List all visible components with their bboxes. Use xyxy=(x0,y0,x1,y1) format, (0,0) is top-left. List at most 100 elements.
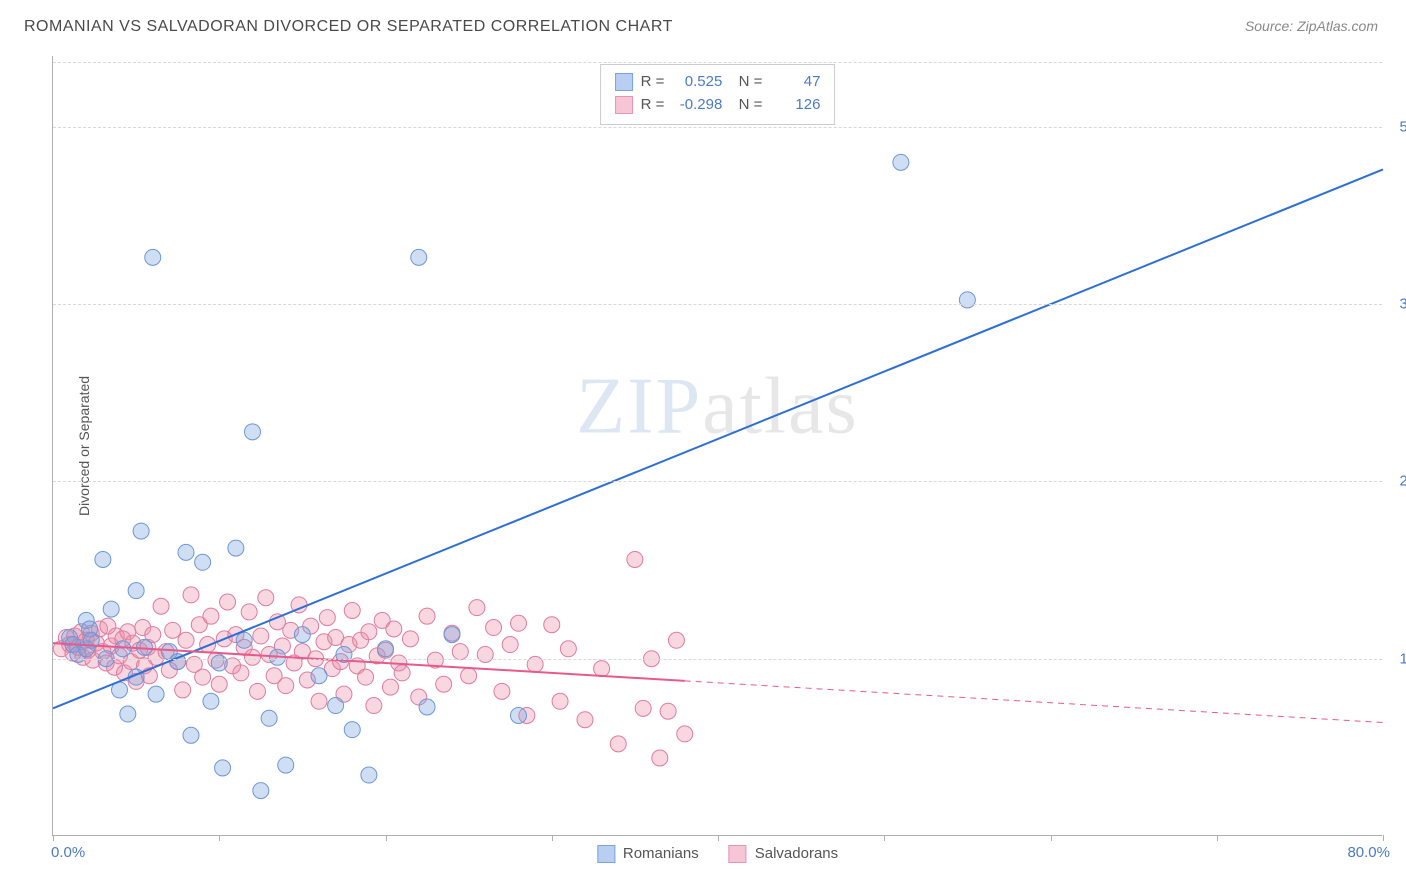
data-point xyxy=(627,551,643,567)
gridline xyxy=(53,127,1382,128)
data-point xyxy=(153,598,169,614)
data-point xyxy=(419,699,435,715)
legend-label-salvadorans: Salvadorans xyxy=(755,845,838,862)
data-point xyxy=(311,693,327,709)
data-point xyxy=(610,736,626,752)
x-max-label: 80.0% xyxy=(1347,844,1390,861)
data-point xyxy=(220,594,236,610)
data-point xyxy=(328,698,344,714)
data-point xyxy=(183,727,199,743)
data-point xyxy=(358,669,374,685)
data-point xyxy=(893,154,909,170)
legend-swatch-icon xyxy=(597,845,615,863)
data-point xyxy=(552,693,568,709)
data-point xyxy=(211,676,227,692)
data-point xyxy=(452,644,468,660)
data-point xyxy=(115,641,131,657)
data-point xyxy=(245,424,261,440)
data-point xyxy=(560,641,576,657)
data-point xyxy=(203,608,219,624)
data-point xyxy=(175,682,191,698)
data-point xyxy=(120,706,136,722)
data-point xyxy=(178,544,194,560)
data-point xyxy=(635,700,651,716)
x-tick xyxy=(552,835,553,841)
data-point xyxy=(258,590,274,606)
y-tick-label: 50.0% xyxy=(1387,118,1406,135)
data-point xyxy=(378,641,394,657)
data-point xyxy=(319,610,335,626)
data-point xyxy=(148,686,164,702)
x-tick xyxy=(884,835,885,841)
data-point xyxy=(103,601,119,617)
legend-swatch-icon xyxy=(729,845,747,863)
x-tick xyxy=(219,835,220,841)
data-point xyxy=(95,551,111,567)
y-tick-label: 25.0% xyxy=(1387,473,1406,490)
x-tick xyxy=(1051,835,1052,841)
data-point xyxy=(195,554,211,570)
data-point xyxy=(311,668,327,684)
legend-item-romanians: Romanians xyxy=(597,845,699,863)
gridline xyxy=(53,481,1382,482)
data-point xyxy=(444,627,460,643)
data-point xyxy=(511,615,527,631)
data-point xyxy=(233,665,249,681)
data-point xyxy=(361,624,377,640)
data-point xyxy=(253,628,269,644)
data-point xyxy=(133,523,149,539)
data-point xyxy=(278,757,294,773)
data-point xyxy=(502,637,518,653)
data-point xyxy=(183,587,199,603)
data-point xyxy=(382,679,398,695)
data-point xyxy=(215,760,231,776)
chart-svg xyxy=(53,56,1382,835)
data-point xyxy=(486,620,502,636)
x-tick xyxy=(718,835,719,841)
data-point xyxy=(200,637,216,653)
y-tick-label: 12.5% xyxy=(1387,650,1406,667)
x-tick xyxy=(1217,835,1218,841)
data-point xyxy=(461,668,477,684)
data-point xyxy=(361,767,377,783)
data-point xyxy=(253,783,269,799)
data-point xyxy=(652,750,668,766)
data-point xyxy=(344,603,360,619)
data-point xyxy=(411,249,427,265)
source-label: Source: ZipAtlas.com xyxy=(1245,18,1378,34)
data-point xyxy=(294,627,310,643)
data-point xyxy=(241,604,257,620)
data-point xyxy=(544,617,560,633)
legend-item-salvadorans: Salvadorans xyxy=(729,845,838,863)
data-point xyxy=(344,722,360,738)
data-point xyxy=(577,712,593,728)
data-point xyxy=(165,622,181,638)
data-point xyxy=(386,621,402,637)
gridline xyxy=(53,304,1382,305)
data-point xyxy=(249,683,265,699)
data-point xyxy=(959,292,975,308)
data-point xyxy=(668,632,684,648)
plot-area: ZIPatlas R = 0.525 N = 47 R = -0.298 N =… xyxy=(52,56,1382,836)
legend-label-romanians: Romanians xyxy=(623,845,699,862)
data-point xyxy=(178,632,194,648)
data-point xyxy=(477,646,493,662)
data-point xyxy=(278,678,294,694)
x-tick xyxy=(53,835,54,841)
regression-line-extrapolated xyxy=(685,681,1383,723)
gridline xyxy=(53,659,1382,660)
data-point xyxy=(261,710,277,726)
data-point xyxy=(402,631,418,647)
data-point xyxy=(436,676,452,692)
data-point xyxy=(677,726,693,742)
data-point xyxy=(419,608,435,624)
data-point xyxy=(245,649,261,665)
series-legend: Romanians Salvadorans xyxy=(597,845,838,863)
data-point xyxy=(660,703,676,719)
data-point xyxy=(366,698,382,714)
chart-title: ROMANIAN VS SALVADORAN DIVORCED OR SEPAR… xyxy=(24,18,673,36)
data-point xyxy=(195,669,211,685)
data-point xyxy=(494,683,510,699)
y-tick-label: 37.5% xyxy=(1387,296,1406,313)
data-point xyxy=(394,665,410,681)
